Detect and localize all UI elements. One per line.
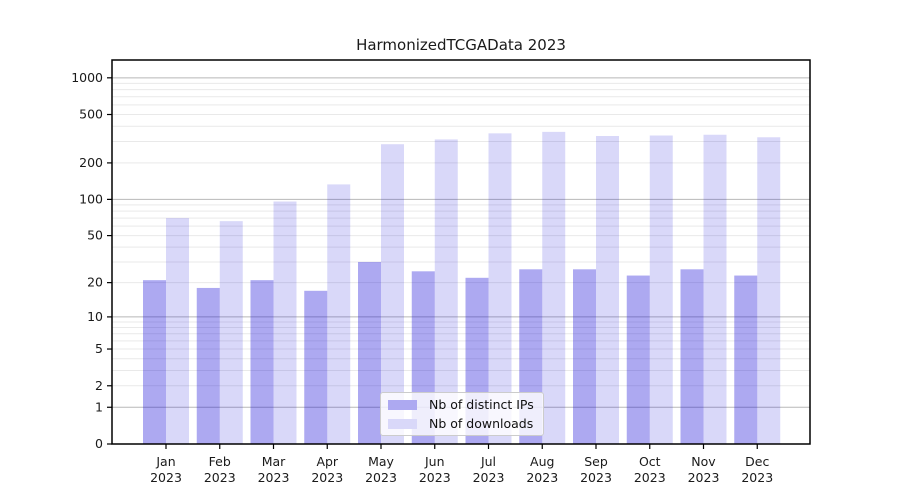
bar-downloads-aug	[542, 131, 566, 444]
legend: Nb of distinct IPs Nb of downloads	[380, 392, 544, 436]
x-tick-label-year: 2023	[150, 470, 182, 485]
y-tick-label: 1	[95, 399, 103, 414]
bar-distinct-ips-dec	[734, 275, 758, 444]
bar-downloads-apr	[327, 184, 351, 444]
x-tick-label-month: Sep	[584, 454, 608, 469]
y-tick-label: 100	[79, 191, 103, 206]
x-tick-label-month: Jan	[155, 454, 175, 469]
bar-distinct-ips-sep	[573, 269, 596, 444]
y-tick-label: 1000	[71, 70, 103, 85]
x-tick-label-month: Dec	[745, 454, 769, 469]
bar-distinct-ips-may	[358, 261, 381, 444]
x-tick-label-year: 2023	[365, 470, 397, 485]
bar-distinct-ips-jan	[143, 280, 166, 444]
bar-downloads-may	[381, 144, 404, 444]
x-tick-label-month: May	[368, 454, 394, 469]
bar-distinct-ips-feb	[196, 287, 220, 444]
x-tick-label-year: 2023	[311, 470, 343, 485]
bar-downloads-mar	[273, 201, 297, 444]
y-tick-label: 10	[87, 309, 103, 324]
legend-swatch-distinct-ips	[388, 399, 417, 410]
y-tick-label: 500	[79, 107, 103, 122]
x-tick-label-year: 2023	[580, 470, 612, 485]
bar-downloads-jun	[434, 139, 458, 444]
legend-item-distinct-ips: Nb of distinct IPs	[388, 397, 543, 413]
bar-downloads-nov	[703, 134, 727, 444]
x-tick-label-year: 2023	[473, 470, 505, 485]
y-tick-label: 50	[87, 228, 103, 243]
bar-distinct-ips-apr	[304, 290, 328, 444]
y-tick-label: 2	[95, 378, 103, 393]
bar-downloads-oct	[649, 135, 673, 445]
x-tick-label-year: 2023	[634, 470, 666, 485]
x-tick-label-year: 2023	[688, 470, 720, 485]
legend-swatch-downloads	[388, 418, 417, 429]
x-tick-label-month: Jul	[480, 454, 496, 469]
bar-downloads-jan	[166, 218, 189, 444]
x-tick-label-month: Aug	[530, 454, 554, 469]
x-tick-label-month: Apr	[316, 454, 338, 469]
y-tick-label: 200	[79, 155, 103, 170]
x-tick-label-month: Feb	[209, 454, 231, 469]
bar-distinct-ips-mar	[250, 280, 274, 444]
x-tick-label-year: 2023	[258, 470, 290, 485]
x-tick-label-year: 2023	[419, 470, 451, 485]
y-tick-label: 0	[95, 436, 103, 451]
y-tick-label: 20	[87, 275, 103, 290]
x-tick-label-month: Jun	[424, 454, 445, 469]
x-tick-label-year: 2023	[741, 470, 773, 485]
bar-downloads-feb	[219, 221, 243, 444]
legend-label-distinct-ips: Nb of distinct IPs	[429, 397, 534, 412]
legend-label-downloads: Nb of downloads	[429, 416, 534, 431]
legend-item-downloads: Nb of downloads	[388, 416, 543, 432]
x-tick-label-month: Mar	[262, 454, 286, 469]
bar-downloads-sep	[596, 135, 619, 445]
plot-frame	[111, 59, 811, 445]
x-tick-label-month: Nov	[691, 454, 716, 469]
x-tick-label-month: Oct	[639, 454, 661, 469]
y-tick-label: 5	[95, 341, 103, 356]
bar-downloads-dec	[757, 137, 781, 445]
chart-title: HarmonizedTCGAData 2023	[356, 36, 566, 54]
x-tick-label-year: 2023	[526, 470, 558, 485]
x-tick-label-year: 2023	[204, 470, 236, 485]
bar-distinct-ips-nov	[680, 269, 704, 444]
bar-downloads-jul	[488, 133, 512, 444]
bar-distinct-ips-oct	[626, 275, 650, 444]
